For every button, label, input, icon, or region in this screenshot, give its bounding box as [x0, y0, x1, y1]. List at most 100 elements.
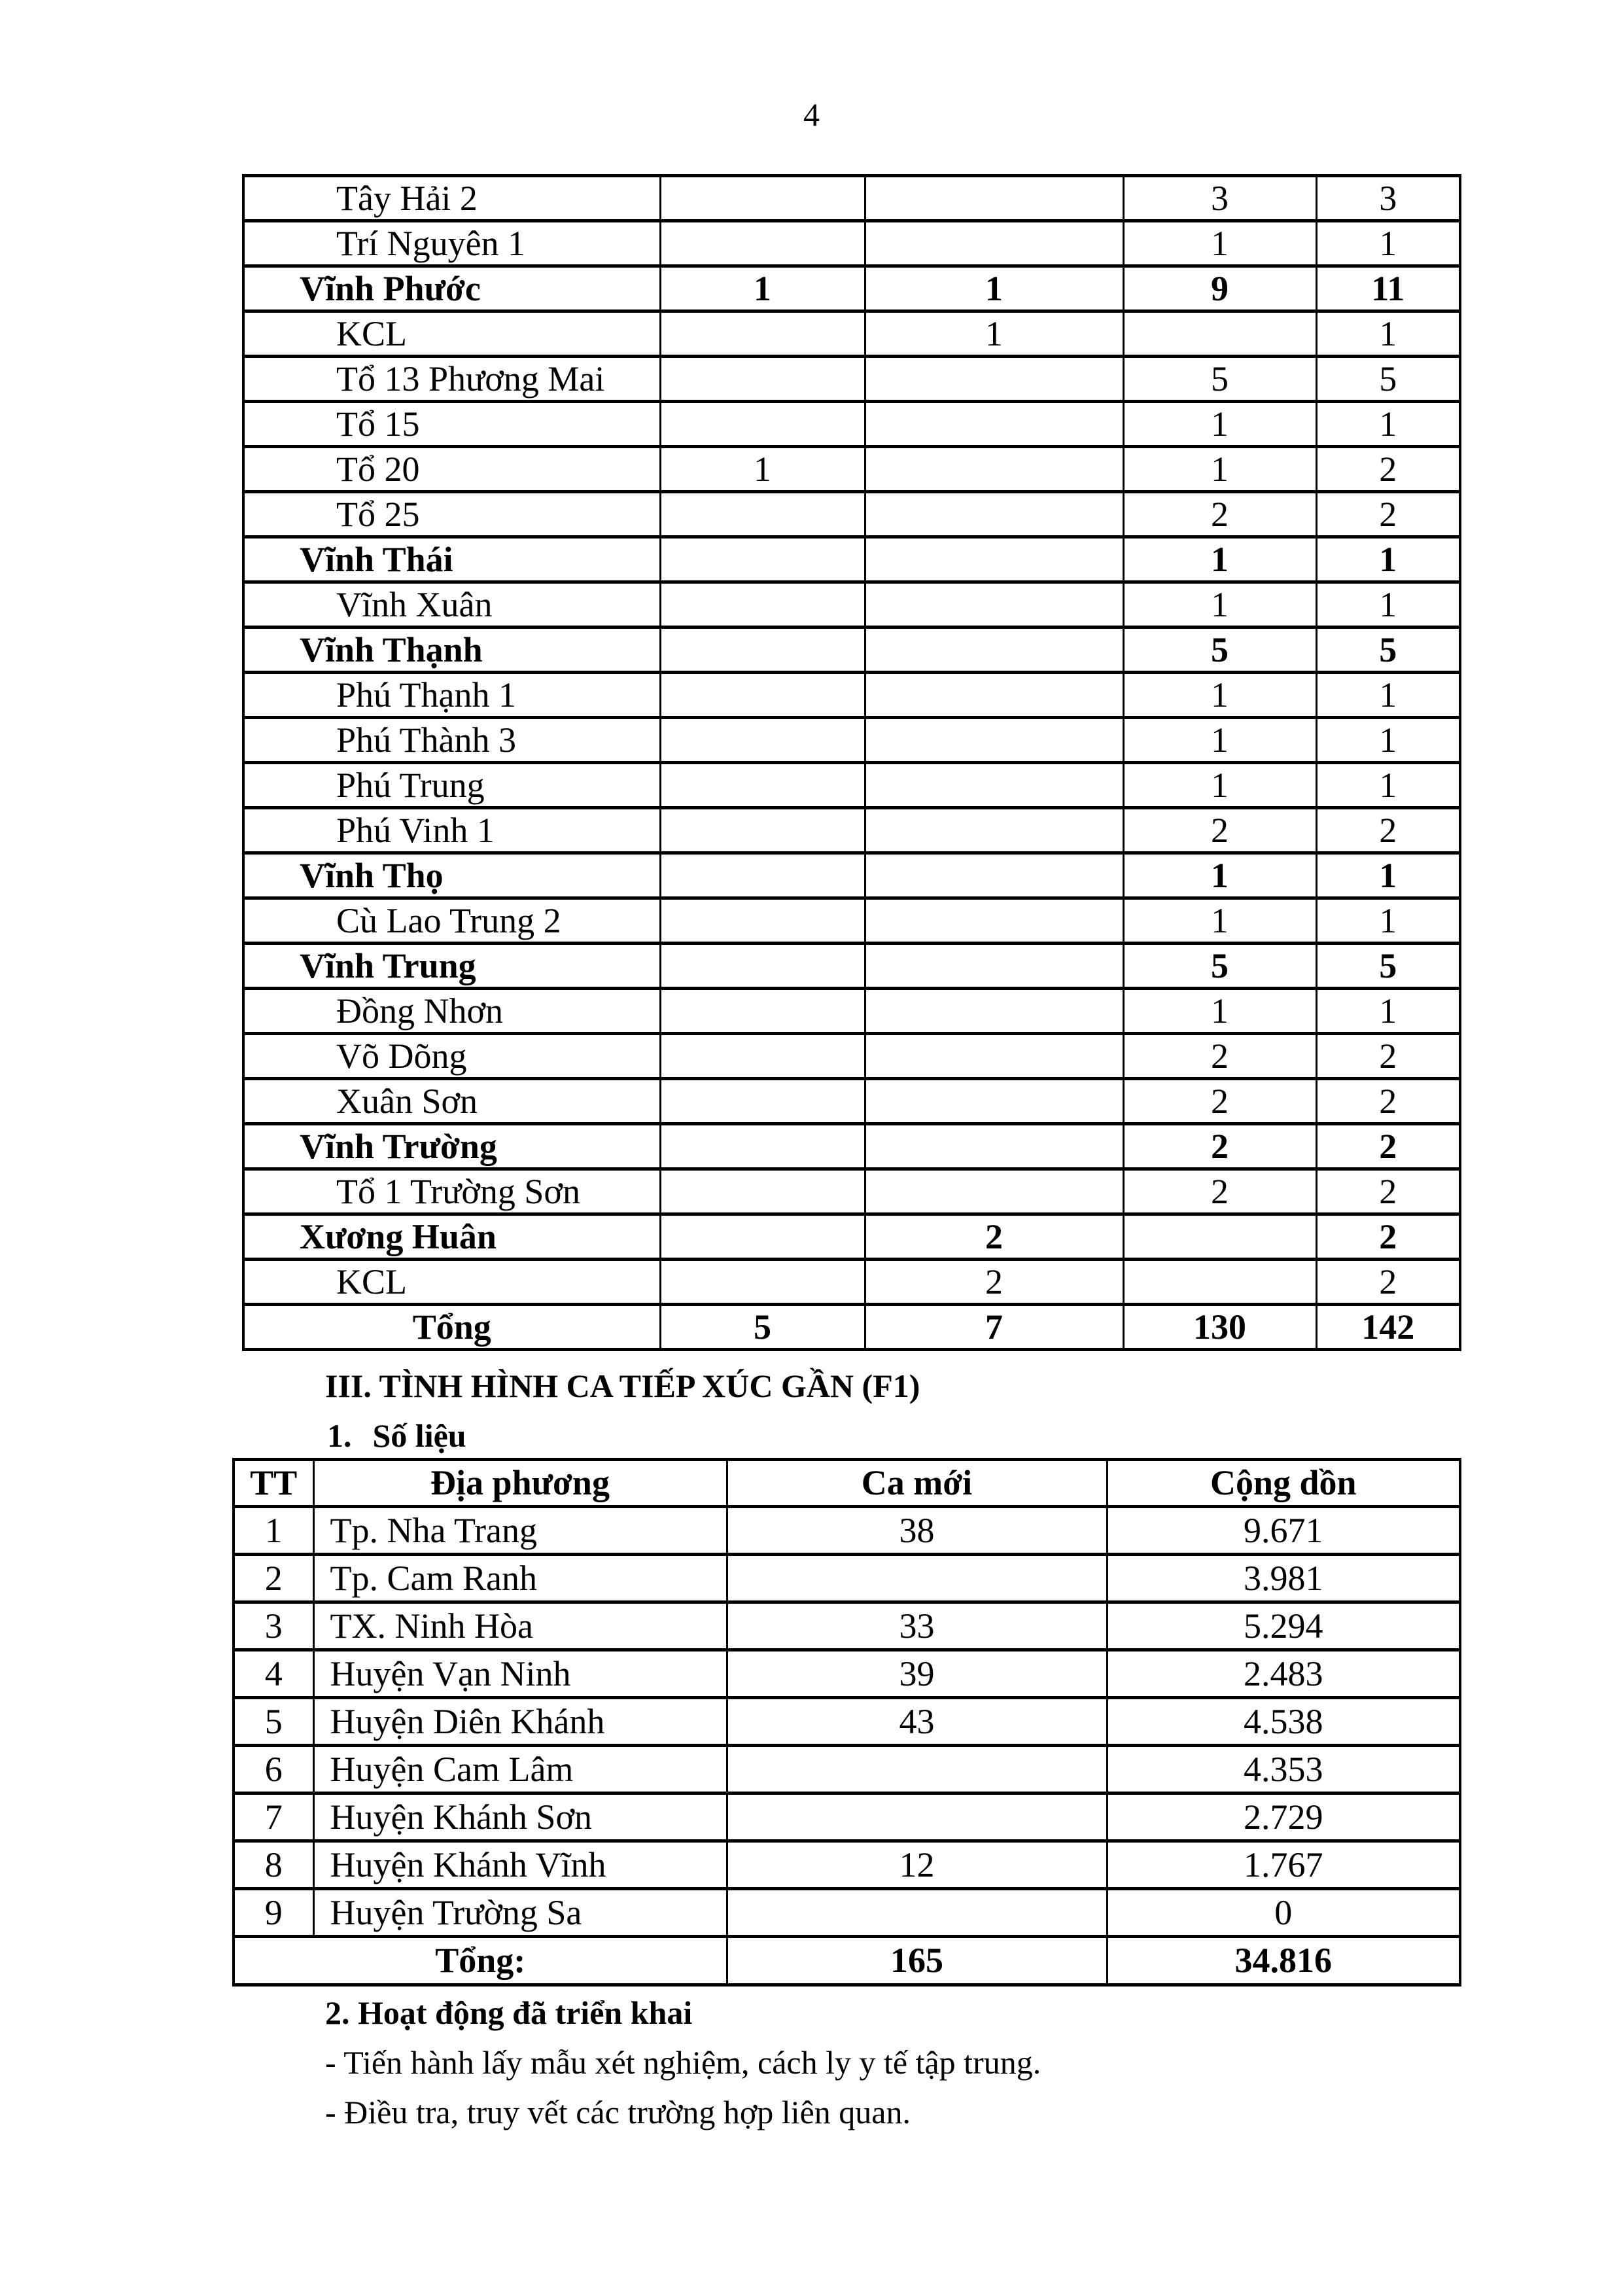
table-row: Tổ 25 2 2	[242, 490, 1461, 539]
value-cell-2	[864, 851, 1125, 900]
new-cases-cell: 33	[725, 1600, 1108, 1651]
value-cell-1: 1	[659, 264, 866, 313]
table-row: 9 Huyện Trường Sa 0	[232, 1887, 1461, 1938]
table-row: Phú Vinh 1 2 2	[242, 806, 1461, 855]
commune-name-cell: Tổ 13 Phương Mai	[242, 355, 661, 403]
commune-name-cell: Vĩnh Thái	[242, 535, 661, 584]
commune-name-cell: Phú Trung	[242, 761, 661, 809]
value-cell-2	[864, 174, 1125, 222]
col-header-new-cases: Ca mới	[725, 1458, 1108, 1508]
place-cell: Huyện Khánh Sơn	[312, 1792, 728, 1843]
total-label-cell: Tổng:	[232, 1935, 728, 1987]
table-row: Vĩnh Thái 1 1	[242, 535, 1461, 584]
value-cell-3: 1	[1122, 671, 1318, 719]
section-2-heading: 2. Hoạt động đã triển khai	[325, 1994, 693, 2031]
value-cell-1	[659, 1032, 866, 1080]
value-cell-1	[659, 1077, 866, 1125]
value-cell-4: 2	[1315, 1258, 1461, 1306]
value-cell-1	[659, 942, 866, 990]
new-cases-cell: 12	[725, 1839, 1108, 1890]
table-row: Phú Thành 3 1 1	[242, 716, 1461, 764]
value-cell-4: 1	[1315, 535, 1461, 584]
table-row: Vĩnh Phước 1 1 9 11	[242, 264, 1461, 313]
tt-cell: 1	[232, 1505, 315, 1556]
subsection-1-label: Số liệu	[372, 1417, 466, 1454]
f1-contact-table: TT Địa phương Ca mới Cộng dồn 1 Tp. Nha …	[232, 1458, 1461, 1987]
tt-cell: 3	[232, 1600, 315, 1651]
commune-name-cell: Phú Thạnh 1	[242, 671, 661, 719]
table-row: 6 Huyện Cam Lâm 4.353	[232, 1744, 1461, 1795]
value-cell-3: 2	[1122, 1032, 1318, 1080]
value-cell-1	[659, 626, 866, 674]
table-row: Đồng Nhơn 1 1	[242, 987, 1461, 1035]
table-row: Vĩnh Thọ 1 1	[242, 851, 1461, 900]
value-cell-3: 2	[1122, 1122, 1318, 1171]
commune-name-cell: KCL	[242, 309, 661, 358]
value-cell-2	[864, 445, 1125, 493]
f1-table-total: Tổng: 165 34.816	[232, 1935, 1461, 1987]
value-cell-1	[659, 1167, 866, 1216]
activity-bullet-1: - Tiến hành lấy mẫu xét nghiệm, cách ly …	[325, 2044, 1041, 2081]
table-row: KCL 1 1	[242, 309, 1461, 358]
value-cell-4: 2	[1315, 1167, 1461, 1216]
commune-name-cell: Phú Vinh 1	[242, 806, 661, 855]
value-cell-2	[864, 400, 1125, 448]
table-row: 3 TX. Ninh Hòa 33 5.294	[232, 1600, 1461, 1651]
value-cell-3: 2	[1122, 1167, 1318, 1216]
value-cell-2	[864, 761, 1125, 809]
table-row: Phú Thạnh 1 1 1	[242, 671, 1461, 719]
value-cell-4: 2	[1315, 1032, 1461, 1080]
value-cell-1	[659, 1122, 866, 1171]
place-cell: Huyện Khánh Vĩnh	[312, 1839, 728, 1890]
cumulative-cell: 4.538	[1106, 1696, 1461, 1747]
value-cell-3: 130	[1122, 1303, 1318, 1351]
table-row: Tổ 13 Phương Mai 5 5	[242, 355, 1461, 403]
value-cell-1	[659, 490, 866, 539]
tt-cell: 5	[232, 1696, 315, 1747]
new-cases-cell	[725, 1792, 1108, 1843]
value-cell-3: 9	[1122, 264, 1318, 313]
value-cell-4: 2	[1315, 1212, 1461, 1261]
table-row: Tây Hải 2 3 3	[242, 174, 1461, 222]
value-cell-2	[864, 490, 1125, 539]
value-cell-1	[659, 1212, 866, 1261]
value-cell-4: 2	[1315, 445, 1461, 493]
value-cell-3: 2	[1122, 806, 1318, 855]
value-cell-2	[864, 1167, 1125, 1216]
value-cell-3: 1	[1122, 716, 1318, 764]
table-row: 2 Tp. Cam Ranh 3.981	[232, 1553, 1461, 1604]
commune-name-cell: Tổ 25	[242, 490, 661, 539]
value-cell-1: 1	[659, 445, 866, 493]
value-cell-2	[864, 1122, 1125, 1171]
value-cell-1	[659, 761, 866, 809]
table-row: KCL 2 2	[242, 1258, 1461, 1306]
new-cases-cell: 39	[725, 1648, 1108, 1699]
value-cell-3: 1	[1122, 896, 1318, 945]
value-cell-2: 1	[864, 309, 1125, 358]
value-cell-3: 5	[1122, 355, 1318, 403]
value-cell-1	[659, 535, 866, 584]
value-cell-2	[864, 219, 1125, 268]
value-cell-3: 1	[1122, 761, 1318, 809]
cumulative-cell: 9.671	[1106, 1505, 1461, 1556]
value-cell-1	[659, 806, 866, 855]
value-cell-4: 1	[1315, 580, 1461, 629]
tt-cell: 9	[232, 1887, 315, 1938]
value-cell-1	[659, 987, 866, 1035]
col-header-place: Địa phương	[312, 1458, 728, 1508]
commune-name-cell: Võ Dõng	[242, 1032, 661, 1080]
commune-name-cell: Vĩnh Trường	[242, 1122, 661, 1171]
commune-name-cell: Tổ 1 Trường Sơn	[242, 1167, 661, 1216]
cumulative-cell: 2.483	[1106, 1648, 1461, 1699]
value-cell-1	[659, 580, 866, 629]
commune-name-cell: Xuân Sơn	[242, 1077, 661, 1125]
total-cumulative-cell: 34.816	[1106, 1935, 1461, 1987]
commune-name-cell: Vĩnh Thạnh	[242, 626, 661, 674]
table-row: Vĩnh Thạnh 5 5	[242, 626, 1461, 674]
value-cell-3: 2	[1122, 1077, 1318, 1125]
value-cell-4: 11	[1315, 264, 1461, 313]
cumulative-cell: 5.294	[1106, 1600, 1461, 1651]
place-cell: Huyện Cam Lâm	[312, 1744, 728, 1795]
value-cell-2	[864, 671, 1125, 719]
table-row: Xuân Sơn 2 2	[242, 1077, 1461, 1125]
